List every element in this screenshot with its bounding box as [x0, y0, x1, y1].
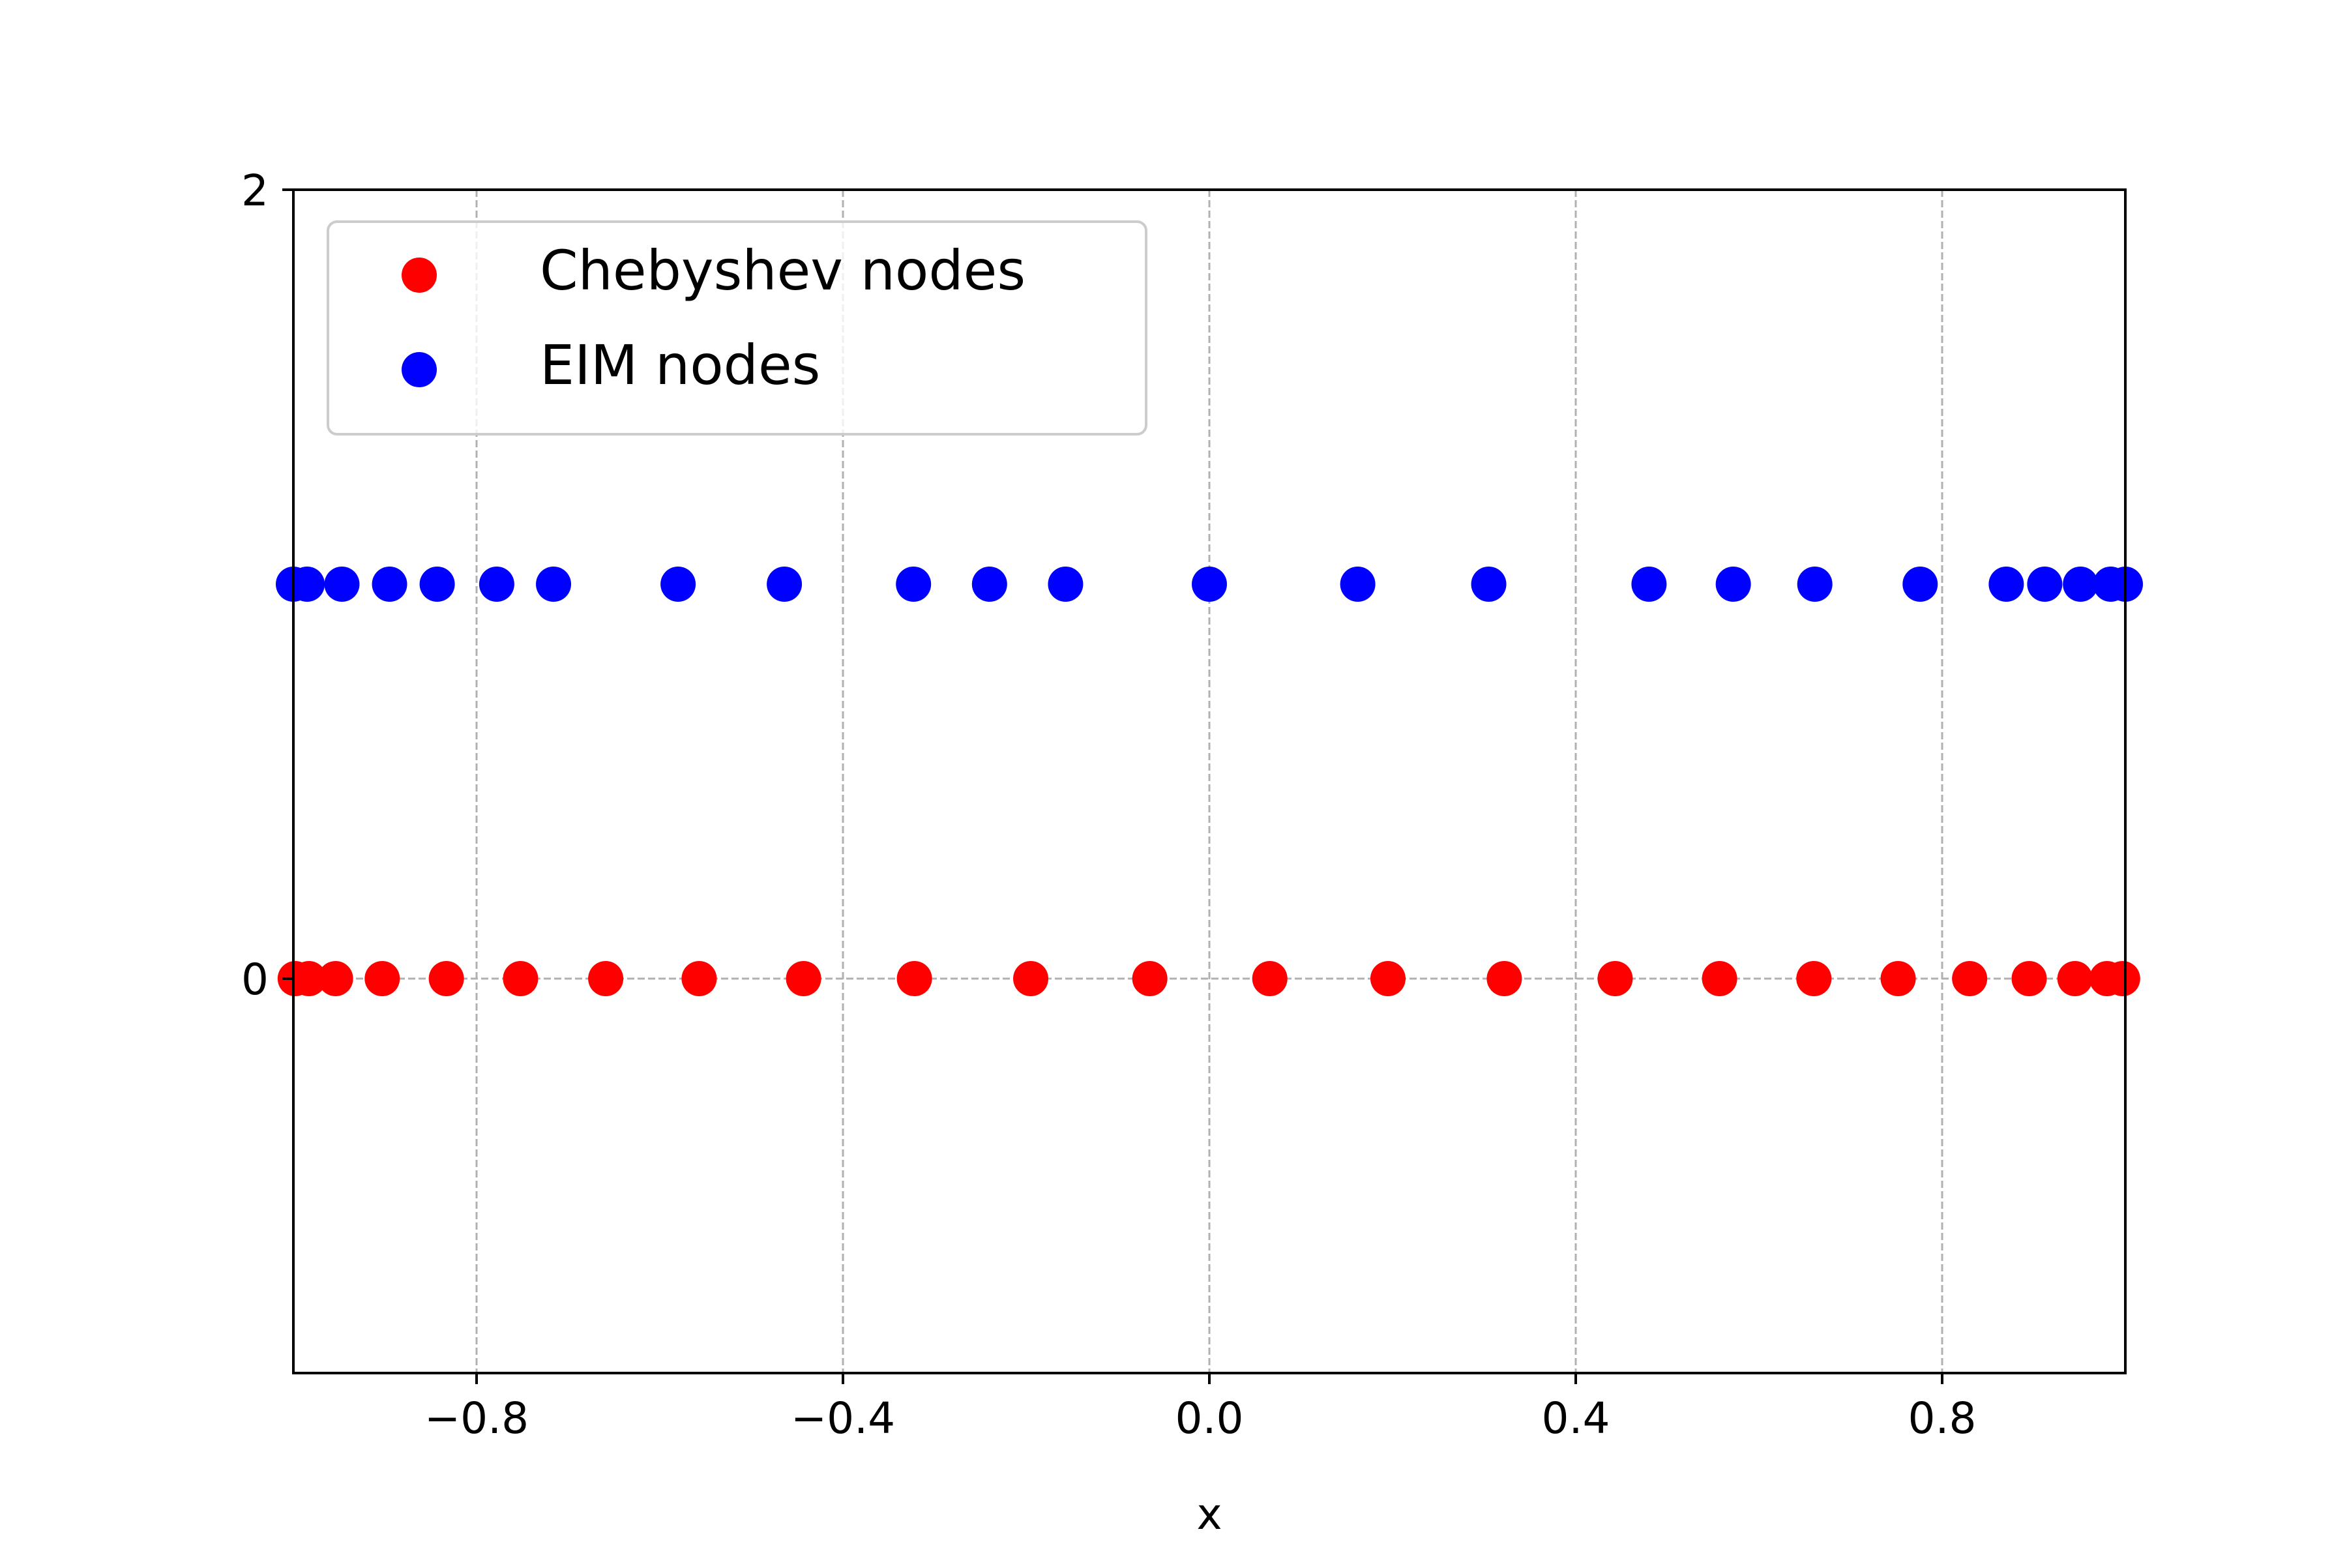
chebyshev-node-point-17: [1796, 961, 1832, 996]
x-tick-label-1: −0.4: [791, 1393, 895, 1443]
eim-node-point-10: [971, 567, 1007, 602]
eim-node-point-8: [767, 567, 803, 602]
chebyshev-node-point-14: [1486, 961, 1522, 996]
eim-node-point-1: [289, 567, 325, 602]
eim-node-point-7: [660, 567, 696, 602]
chebyshev-node-point-16: [1702, 961, 1737, 996]
chebyshev-node-point-18: [1880, 961, 1916, 996]
chebyshev-node-point-11: [1132, 961, 1168, 996]
chebyshev-node-point-13: [1370, 961, 1406, 996]
chebyshev-node-point-9: [896, 961, 932, 996]
chebyshev-node-point-15: [1597, 961, 1633, 996]
y-tick-label-1: 2: [241, 166, 269, 216]
x-tick-label-0: −0.8: [424, 1393, 529, 1443]
eim-node-point-5: [479, 567, 514, 602]
x-axis-label: x: [1196, 1489, 1222, 1539]
chebyshev-node-point-10: [1013, 961, 1049, 996]
eim-node-point-2: [324, 567, 360, 602]
legend-marker-chebyshev: [402, 258, 437, 293]
x-tick-label-2: 0.0: [1175, 1393, 1244, 1443]
eim-node-point-21: [2063, 567, 2099, 602]
points-layer: [276, 567, 2143, 996]
eim-node-point-12: [1192, 567, 1227, 602]
eim-node-point-16: [1715, 567, 1751, 602]
eim-node-point-6: [536, 567, 572, 602]
chebyshev-node-point-19: [1952, 961, 1988, 996]
x-tick-label-4: 0.8: [1908, 1393, 1977, 1443]
legend-label-eim: EIM nodes: [540, 333, 820, 397]
eim-node-point-3: [372, 567, 407, 602]
chebyshev-node-point-20: [2011, 961, 2047, 996]
chebyshev-node-point-8: [786, 961, 821, 996]
chebyshev-node-point-5: [503, 961, 539, 996]
eim-node-point-14: [1471, 567, 1507, 602]
eim-node-point-19: [1988, 567, 2024, 602]
eim-node-point-4: [419, 567, 455, 602]
chebyshev-node-point-12: [1252, 961, 1288, 996]
chebyshev-node-point-3: [364, 961, 400, 996]
eim-node-point-11: [1048, 567, 1084, 602]
eim-node-point-18: [1902, 567, 1938, 602]
eim-node-point-15: [1631, 567, 1667, 602]
eim-node-point-13: [1340, 567, 1376, 602]
legend-label-chebyshev: Chebyshev nodes: [540, 239, 1026, 303]
legend-box: [327, 220, 1147, 436]
x-tick-label-3: 0.4: [1542, 1393, 1610, 1443]
chebyshev-node-point-1: [291, 961, 327, 996]
chebyshev-node-point-4: [428, 961, 464, 996]
y-tick-label-0: 0: [241, 954, 269, 1005]
legend-marker-eim: [402, 352, 437, 387]
chebyshev-node-point-6: [588, 961, 624, 996]
eim-node-point-17: [1797, 567, 1833, 602]
eim-node-point-20: [2027, 567, 2063, 602]
eim-node-point-9: [896, 567, 932, 602]
ticks-layer: −0.8 −0.4 0.0 0.4 0.8 0 2: [241, 166, 1976, 1443]
chebyshev-node-point-7: [681, 961, 717, 996]
chebyshev-node-point-21: [2057, 961, 2093, 996]
chebyshev-node-point-23: [2104, 961, 2140, 996]
legend: Chebyshev nodes EIM nodes: [327, 220, 1147, 436]
chebyshev-node-point-2: [317, 961, 353, 996]
